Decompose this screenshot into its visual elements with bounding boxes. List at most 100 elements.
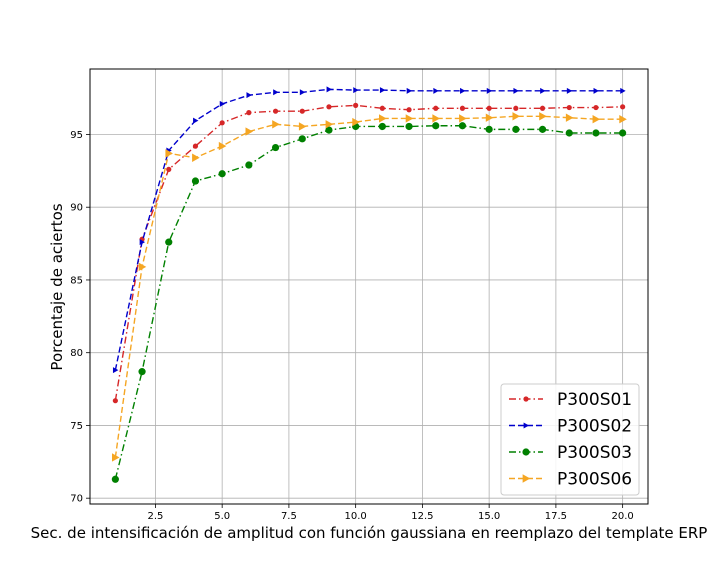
data-point [619,129,627,137]
data-point [459,114,467,123]
data-point [272,120,280,129]
series-layer [111,86,627,483]
data-point [219,100,226,107]
series-p300s06 [112,112,627,462]
y-tick-label: 90 [70,203,83,214]
data-point [272,108,279,114]
data-point [218,170,226,178]
data-point [245,161,253,169]
series-line [114,125,623,480]
y-axis-label: Porcentaje de aciertos [48,203,66,370]
legend-marker [523,396,529,402]
data-point [326,86,332,93]
data-point [165,149,173,158]
legend-item: P300S01 [509,390,632,410]
data-point [192,153,200,162]
data-point [325,120,334,129]
y-axis: 70 75 80 85 90 95 [70,130,90,505]
data-point [273,89,279,96]
data-point [352,117,360,127]
legend-marker [522,474,531,483]
legend-marker [523,422,529,429]
data-point [433,105,439,111]
y-tick-label: 95 [70,130,83,141]
data-point [513,105,519,111]
y-tick-label: 75 [70,421,83,432]
x-axis-label: Sec. de intensificación de amplitud con … [31,524,708,542]
x-tick-label: 17.5 [545,511,567,522]
data-point [539,105,546,111]
legend-item: P300S06 [509,470,632,490]
data-point [620,87,626,94]
data-point [271,143,280,152]
data-point [138,262,147,272]
x-tick-label: 2.5 [147,511,163,522]
legend-item: P300S02 [509,417,632,437]
data-point [246,110,252,116]
data-point [486,87,493,94]
data-point [432,122,440,130]
legend-label: P300S06 [557,470,632,490]
y-tick-label: 70 [70,494,83,505]
data-point [592,114,601,124]
series-line [114,104,623,401]
data-point [378,114,387,123]
data-point [165,238,173,246]
data-point [433,87,439,94]
legend-label: P300S03 [557,443,632,463]
data-point [298,135,306,143]
data-point [299,89,306,96]
data-point [112,453,120,462]
data-point [298,122,307,131]
legend-item: P300S03 [509,443,632,463]
x-tick-label: 10.0 [345,511,367,522]
data-point [326,104,332,110]
grid [90,69,648,504]
data-point [218,141,227,151]
data-point [245,127,254,136]
data-point [538,125,547,133]
data-point [353,102,359,108]
data-point [139,239,146,246]
legend-label: P300S02 [557,417,632,437]
plot-frame [89,68,649,505]
data-point [138,368,146,376]
series-p300s03 [111,122,627,483]
data-point [219,120,225,126]
data-point [111,475,119,483]
data-point [460,87,466,94]
data-point [566,104,572,111]
series-line [114,88,623,371]
data-point [112,367,119,374]
x-tick-label: 20.0 [612,511,634,522]
data-point [112,398,118,404]
data-point [406,87,413,94]
legend-label: P300S01 [557,390,632,410]
data-point [191,177,200,185]
data-point [486,105,492,111]
x-tick-label: 15.0 [478,511,500,522]
data-point [485,125,493,133]
data-point [192,143,199,149]
data-point [459,105,466,111]
data-point [379,105,385,111]
x-tick-label: 5.0 [214,511,230,522]
data-point [592,129,600,137]
series-p300s02 [112,86,626,374]
data-point [458,122,467,130]
data-point [540,87,546,94]
data-point [166,166,172,172]
data-point [539,112,547,121]
data-point [379,87,386,94]
x-tick-label: 12.5 [411,511,433,522]
data-point [405,114,414,123]
legend: P300S01 P300S02 P300S03 P300S06 [500,383,640,496]
data-point [325,126,333,134]
data-point [620,104,626,110]
series-line [114,115,623,458]
data-point [565,129,573,137]
data-point [406,107,412,113]
data-point [299,108,305,114]
x-axis: 2.5 5.0 7.5 10.0 12.5 15.0 17.5 20.0 [147,504,634,522]
